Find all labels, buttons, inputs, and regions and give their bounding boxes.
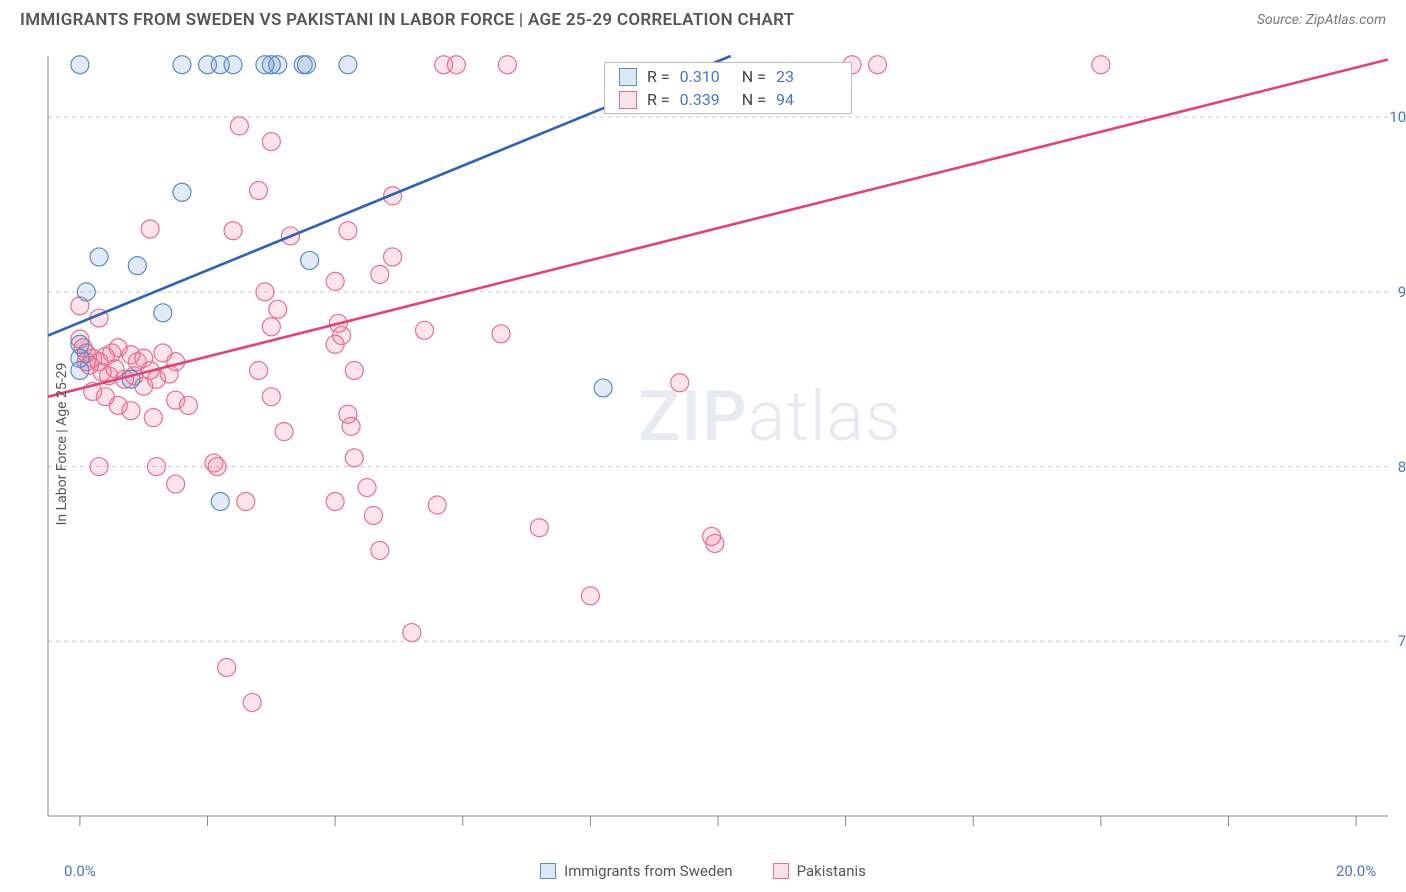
- data-point-pakistanis: [581, 587, 599, 605]
- data-point-pakistanis: [326, 272, 344, 290]
- corr-n-label: N =: [742, 67, 766, 86]
- data-point-pakistanis: [358, 479, 376, 497]
- data-point-pakistanis: [144, 409, 162, 427]
- data-point-pakistanis: [371, 265, 389, 283]
- bottom-legend: Immigrants from Sweden Pakistanis: [0, 862, 1406, 880]
- source-attribution: Source: ZipAtlas.com: [1257, 12, 1386, 28]
- y-tick-label: 80.0%: [1398, 458, 1406, 476]
- y-tick-label: 90.0%: [1398, 283, 1406, 301]
- data-point-pakistanis: [339, 222, 357, 240]
- corr-r-value: 0.339: [680, 90, 720, 109]
- data-point-pakistanis: [326, 493, 344, 511]
- data-point-sweden: [154, 304, 172, 322]
- y-axis-label: In Labor Force | Age 25-29: [54, 363, 70, 526]
- data-point-pakistanis: [671, 374, 689, 392]
- data-point-pakistanis: [147, 458, 165, 476]
- data-point-sweden: [173, 183, 191, 201]
- data-point-pakistanis: [530, 519, 548, 537]
- scatter-chart-svg: [48, 56, 1388, 816]
- data-point-sweden: [301, 251, 319, 269]
- data-point-sweden: [71, 56, 89, 74]
- legend-swatch-pakistanis: [773, 863, 789, 879]
- data-point-pakistanis: [167, 475, 185, 493]
- data-point-pakistanis: [243, 693, 261, 711]
- data-point-sweden: [71, 361, 89, 379]
- data-point-sweden: [297, 56, 315, 74]
- data-point-pakistanis: [333, 327, 351, 345]
- plot-area: In Labor Force | Age 25-29 ZIPatlas R = …: [48, 56, 1388, 816]
- data-point-sweden: [269, 56, 287, 74]
- legend-label: Immigrants from Sweden: [564, 862, 732, 880]
- data-point-pakistanis: [384, 248, 402, 266]
- data-point-pakistanis: [371, 541, 389, 559]
- data-point-pakistanis: [141, 220, 159, 238]
- data-point-pakistanis: [342, 417, 360, 435]
- data-point-sweden: [339, 56, 357, 74]
- data-point-sweden: [211, 493, 229, 511]
- data-point-pakistanis: [345, 361, 363, 379]
- corr-n-value: 94: [776, 90, 794, 109]
- data-point-pakistanis: [256, 283, 274, 301]
- correlation-row-pakistanis: R = 0.339 N = 94: [605, 88, 851, 111]
- legend-label: Pakistanis: [797, 862, 866, 880]
- data-point-pakistanis: [275, 423, 293, 441]
- corr-r-value: 0.310: [680, 67, 720, 86]
- data-point-pakistanis: [269, 300, 287, 318]
- corr-r-label: R =: [647, 90, 670, 109]
- data-point-pakistanis: [262, 388, 280, 406]
- data-point-pakistanis: [447, 56, 465, 74]
- corr-n-value: 23: [776, 67, 794, 86]
- data-point-pakistanis: [224, 222, 242, 240]
- data-point-sweden: [90, 248, 108, 266]
- data-point-pakistanis: [90, 458, 108, 476]
- legend-item-sweden: Immigrants from Sweden: [540, 862, 732, 880]
- corr-n-label: N =: [742, 90, 766, 109]
- data-point-pakistanis: [364, 506, 382, 524]
- data-point-sweden: [128, 257, 146, 275]
- legend-swatch-sweden: [540, 863, 556, 879]
- y-tick-label: 100.0%: [1389, 108, 1406, 126]
- data-point-pakistanis: [208, 458, 226, 476]
- data-point-pakistanis: [345, 449, 363, 467]
- data-point-pakistanis: [1092, 56, 1110, 74]
- legend-item-pakistanis: Pakistanis: [773, 862, 866, 880]
- data-point-pakistanis: [492, 325, 510, 343]
- data-point-sweden: [594, 379, 612, 397]
- data-point-pakistanis: [403, 624, 421, 642]
- data-point-pakistanis: [122, 402, 140, 420]
- data-point-pakistanis: [428, 496, 446, 514]
- data-point-sweden: [173, 56, 191, 74]
- data-point-pakistanis: [262, 133, 280, 151]
- data-point-pakistanis: [230, 117, 248, 135]
- data-point-pakistanis: [706, 534, 724, 552]
- correlation-row-sweden: R = 0.310 N = 23: [605, 65, 851, 88]
- data-point-pakistanis: [250, 361, 268, 379]
- data-point-pakistanis: [869, 56, 887, 74]
- y-tick-label: 70.0%: [1398, 632, 1406, 650]
- chart-title: IMMIGRANTS FROM SWEDEN VS PAKISTANI IN L…: [20, 10, 794, 30]
- data-point-pakistanis: [237, 493, 255, 511]
- legend-swatch-pakistanis: [619, 91, 637, 109]
- data-point-sweden: [224, 56, 242, 74]
- data-point-pakistanis: [415, 321, 433, 339]
- corr-r-label: R =: [647, 67, 670, 86]
- legend-swatch-sweden: [619, 68, 637, 86]
- correlation-legend: R = 0.310 N = 23 R = 0.339 N = 94: [604, 62, 852, 114]
- data-point-pakistanis: [250, 182, 268, 200]
- data-point-pakistanis: [498, 56, 516, 74]
- data-point-pakistanis: [218, 658, 236, 676]
- data-point-sweden: [77, 283, 95, 301]
- data-point-pakistanis: [262, 318, 280, 336]
- data-point-pakistanis: [179, 396, 197, 414]
